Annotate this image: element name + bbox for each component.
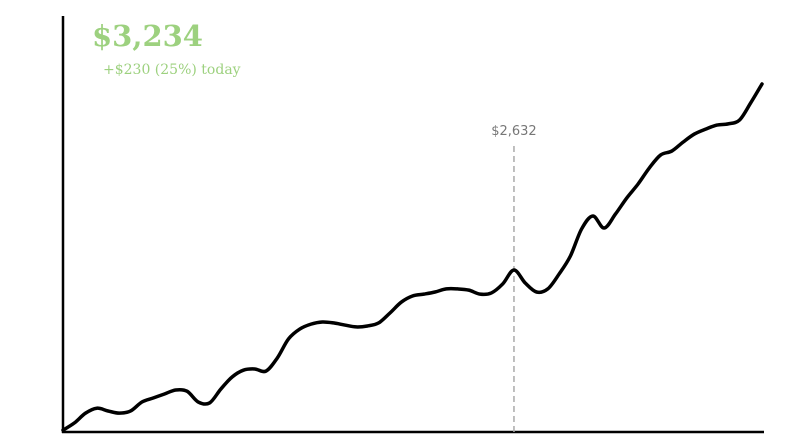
price: $3,234 — [92, 19, 203, 53]
hover-label: $2,632 — [491, 124, 537, 139]
price-line — [61, 82, 764, 432]
price-change: +$230 (25%) today — [103, 62, 241, 78]
